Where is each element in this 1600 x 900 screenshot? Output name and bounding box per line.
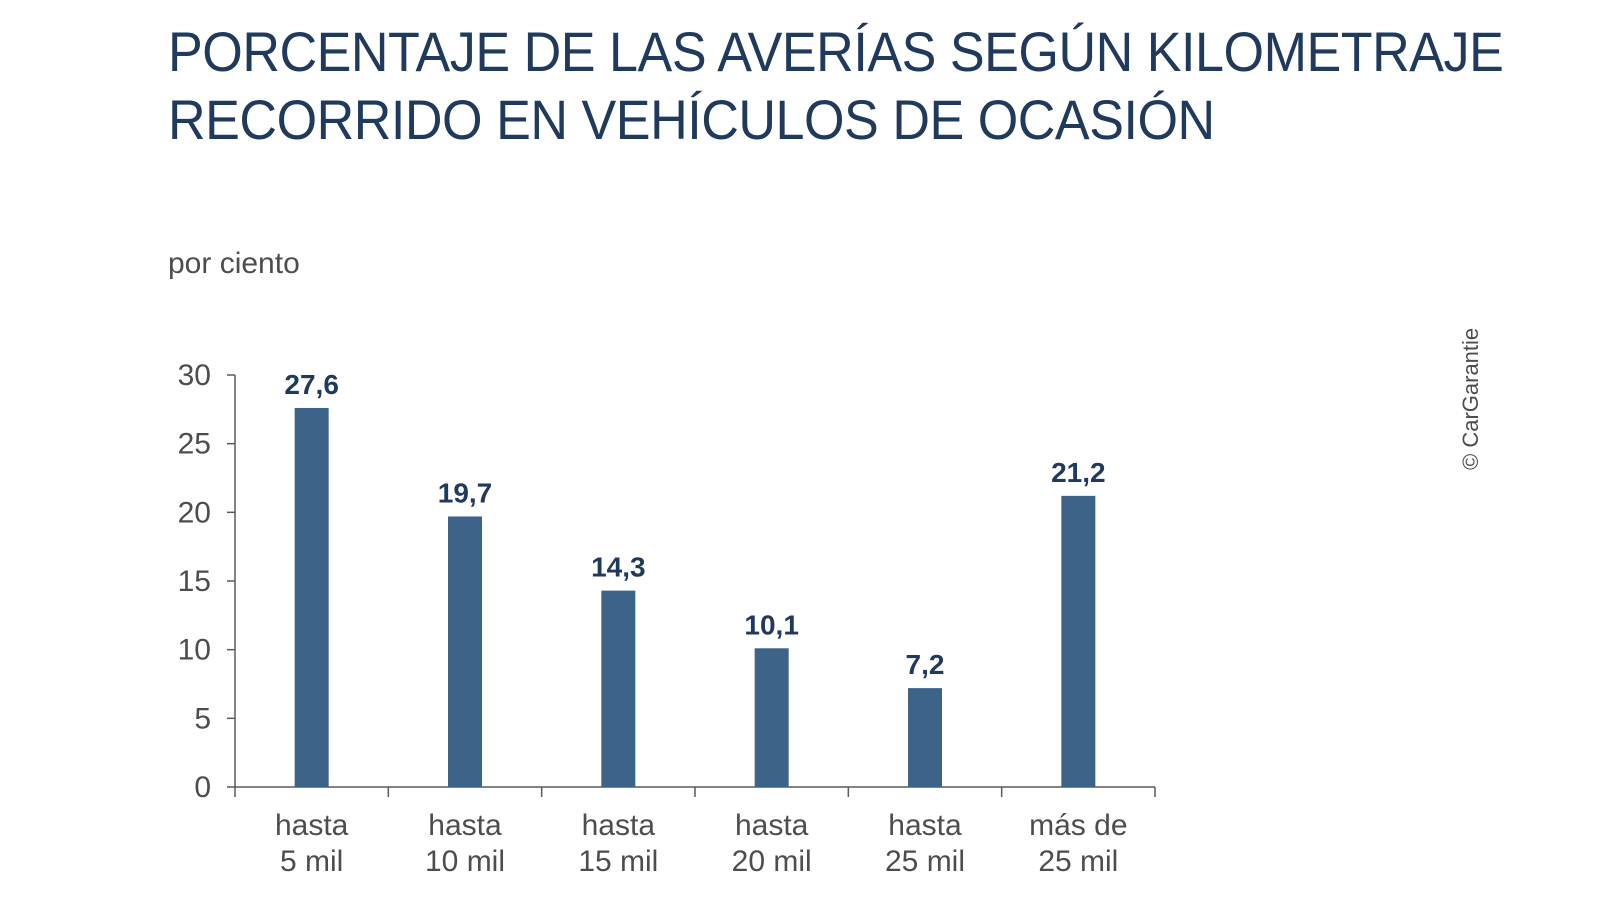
bar-value-label: 19,7 (438, 477, 493, 508)
x-category-label: hasta (735, 809, 809, 842)
x-category-label: 10 mil (425, 845, 505, 878)
bar (294, 407, 329, 787)
y-tick-label: 20 (178, 496, 211, 529)
bar-value-label: 14,3 (591, 552, 646, 583)
y-axis-label: por ciento (168, 247, 300, 280)
x-category-label: hasta (888, 809, 962, 842)
y-tick-label: 0 (194, 771, 211, 804)
bar-value-label: 10,1 (744, 609, 799, 640)
bar (448, 516, 482, 787)
bar-value-label: 7,2 (906, 649, 945, 680)
x-category-label: más de (1029, 809, 1127, 842)
x-category-label: 15 mil (578, 845, 658, 878)
bar (754, 648, 789, 787)
x-category-label: 25 mil (885, 845, 965, 878)
chart-title-line-1: PORCENTAJE DE LAS AVERÍAS SEGÚN KILOMETR… (168, 20, 1504, 83)
y-tick-label: 30 (178, 359, 211, 392)
bar-value-label: 21,2 (1051, 457, 1106, 488)
x-category-label: hasta (428, 809, 502, 842)
y-tick-label: 5 (194, 702, 211, 735)
bar (601, 590, 636, 787)
x-category-label: hasta (582, 809, 656, 842)
x-category-label: 20 mil (732, 845, 812, 878)
x-category-label: 25 mil (1038, 845, 1118, 878)
y-tick-label: 10 (178, 634, 211, 667)
bar (908, 688, 942, 787)
y-tick-label: 15 (178, 565, 211, 598)
bar (1061, 495, 1096, 787)
chart-title-line-2: RECORRIDO EN VEHÍCULOS DE OCASIÓN (168, 88, 1215, 151)
x-category-label: 5 mil (280, 845, 343, 878)
chart-title: PORCENTAJE DE LAS AVERÍAS SEGÚN KILOMETR… (168, 18, 1504, 154)
bar-value-label: 27,6 (284, 369, 339, 400)
x-category-label: hasta (275, 809, 349, 842)
y-tick-label: 25 (178, 428, 211, 461)
